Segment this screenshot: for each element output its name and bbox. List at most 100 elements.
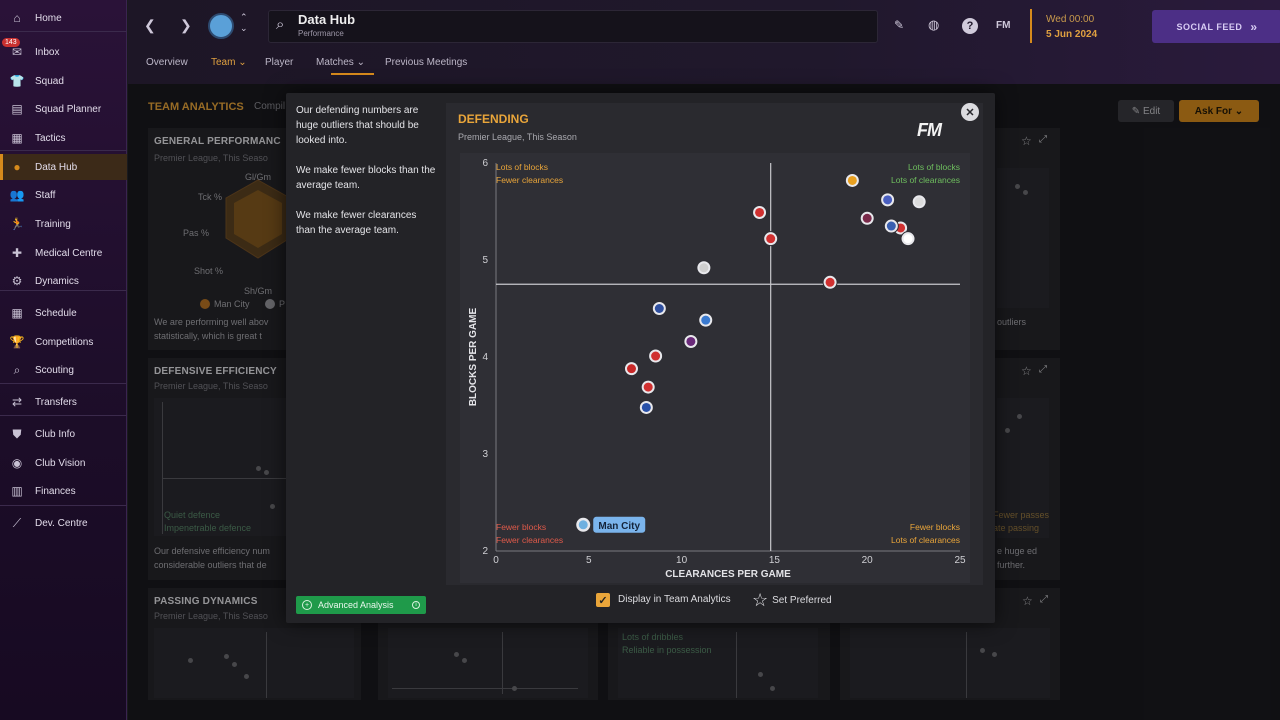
expand-icon[interactable]: ⤢ bbox=[1039, 364, 1047, 375]
info-icon[interactable]: i bbox=[412, 601, 420, 609]
club-crest-icon[interactable] bbox=[208, 13, 234, 39]
sidebar-item-label: Dev. Centre bbox=[35, 517, 88, 529]
passing-dynamics-panel[interactable]: PASSING DYNAMICS Premier League, This Se… bbox=[148, 588, 361, 700]
section-title: TEAM ANALYTICS bbox=[148, 101, 244, 113]
search-icon: ⌕ bbox=[276, 16, 285, 33]
staff-icon: 👥 bbox=[9, 188, 25, 202]
mini-point bbox=[1017, 414, 1022, 419]
training-icon: 🏃 bbox=[9, 217, 25, 231]
star-icon[interactable]: ☆ bbox=[1022, 594, 1033, 608]
mini-point bbox=[462, 658, 467, 663]
sidebar-item-transfers[interactable]: ⇄ Transfers bbox=[0, 389, 127, 415]
quadrant-label: Lots of clearances bbox=[891, 175, 960, 185]
sidebar-item-data-hub[interactable]: ● Data Hub bbox=[0, 154, 127, 180]
mini-point bbox=[264, 470, 269, 475]
sidebar-item-label: Data Hub bbox=[35, 161, 78, 173]
star-icon: ☆ bbox=[752, 590, 769, 610]
sidebar-item-tactics[interactable]: ▦ Tactics bbox=[0, 125, 127, 151]
sidebar-item-staff[interactable]: 👥 Staff bbox=[0, 182, 127, 208]
star-icon[interactable]: ☆ bbox=[1021, 364, 1032, 378]
sidebar-item-schedule[interactable]: ▦ Schedule bbox=[0, 300, 127, 326]
tab-overview[interactable]: Overview bbox=[146, 57, 188, 68]
display-checkbox[interactable]: ✓ bbox=[596, 593, 610, 607]
sidebar-item-label: Club Vision bbox=[35, 457, 86, 469]
insight-1: Our defending numbers are huge outliers … bbox=[296, 105, 419, 146]
sidebar-item-dev-centre[interactable]: ⟋ Dev. Centre bbox=[0, 510, 127, 536]
edit-button[interactable]: ✎ Edit bbox=[1118, 100, 1174, 122]
x-axis-label: CLEARANCES PER GAME bbox=[665, 569, 791, 580]
close-button[interactable]: ✕ bbox=[961, 103, 979, 121]
fm-logo: FM bbox=[917, 120, 942, 140]
ask-for-button[interactable]: Ask For ⌄ bbox=[1179, 100, 1259, 122]
tab-player[interactable]: Player bbox=[265, 57, 294, 68]
ask-for-label: Ask For bbox=[1194, 105, 1233, 117]
panel-subtitle: Premier League, This Seaso bbox=[154, 611, 268, 621]
bg-panel-right-2[interactable]: ☆ ⤢ Fewer passes ate passing e huge ed f… bbox=[993, 358, 1060, 580]
bg-panel-right-1[interactable]: ☆ ⤢ outliers bbox=[995, 128, 1060, 350]
sidebar-item-label: Transfers bbox=[35, 396, 77, 408]
sidebar-item-squad-planner[interactable]: ▤ Squad Planner bbox=[0, 96, 127, 122]
highlight-crest bbox=[578, 520, 588, 530]
sidebar-item-club-info[interactable]: ⛊ Club Info bbox=[0, 421, 127, 447]
sidebar-item-label: Scouting bbox=[35, 364, 74, 376]
chevron-up-down-icon[interactable]: ⌃ ⌄ bbox=[240, 12, 248, 33]
mini-axis bbox=[162, 478, 292, 479]
y-axis-label: BLOCKS PER GAME bbox=[468, 308, 479, 407]
finances-icon: ▥ bbox=[11, 484, 23, 498]
star-icon[interactable]: ☆ bbox=[1021, 134, 1032, 148]
tab-previous-meetings[interactable]: Previous Meetings bbox=[385, 57, 468, 68]
globe-icon[interactable]: ◍ bbox=[928, 17, 940, 32]
sidebar: ⌂ Home ✉ Inbox 👕 Squad ▤ Squad Planner ▦ Tactics ●… bbox=[0, 0, 127, 720]
sidebar-item-scouting[interactable]: ⌕ Scouting bbox=[0, 357, 127, 383]
expand-icon[interactable]: ⤢ bbox=[1040, 594, 1048, 605]
sidebar-item-dynamics[interactable]: ⚙ Dynamics bbox=[0, 268, 127, 294]
panel-text: Our defensive efficiency num considerabl… bbox=[154, 546, 270, 570]
pencil-icon[interactable]: ✎ bbox=[894, 18, 905, 32]
expand-icon[interactable]: ⤢ bbox=[1039, 134, 1047, 145]
sidebar-item-home[interactable]: ⌂ Home bbox=[0, 5, 127, 31]
advanced-analysis-button[interactable]: + Advanced Analysis i bbox=[296, 596, 426, 614]
sidebar-item-inbox[interactable]: ✉ Inbox bbox=[0, 39, 127, 65]
quadrant-label: Fewer blocks bbox=[910, 522, 960, 532]
x-tick-label: 20 bbox=[862, 555, 874, 566]
tab-team[interactable]: Team ⌄ bbox=[211, 57, 247, 68]
page-title: Data Hub bbox=[298, 12, 356, 27]
insight-2: We make fewer blocks than the average te… bbox=[296, 165, 436, 191]
set-preferred-button[interactable]: ☆ Set Preferred bbox=[752, 590, 832, 611]
sidebar-item-training[interactable]: 🏃 Training bbox=[0, 211, 127, 237]
sidebar-item-label: Training bbox=[35, 218, 71, 230]
social-feed-button[interactable]: SOCIAL FEED » bbox=[1152, 10, 1280, 43]
quadrant-label: Lots of blocks bbox=[496, 162, 548, 172]
back-icon[interactable]: ❮ bbox=[144, 17, 156, 33]
sidebar-item-medical-centre[interactable]: ✚ Medical Centre bbox=[0, 240, 127, 266]
mini-axis bbox=[266, 632, 267, 698]
sidebar-item-squad[interactable]: 👕 Squad bbox=[0, 68, 127, 94]
mini-axis bbox=[502, 632, 503, 694]
forward-icon[interactable]: ❯ bbox=[180, 17, 192, 33]
dynamics-icon: ⚙ bbox=[11, 274, 23, 288]
tab-matches[interactable]: Matches ⌄ bbox=[316, 57, 365, 68]
sidebar-item-club-vision[interactable]: ◉ Club Vision bbox=[0, 450, 127, 476]
sidebar-item-competitions[interactable]: 🏆 Competitions bbox=[0, 329, 127, 355]
fm-menu-button[interactable]: FM bbox=[996, 20, 1011, 31]
x-tick-label: 15 bbox=[769, 555, 781, 566]
mini-plot bbox=[997, 398, 1049, 538]
legend-other: P bbox=[279, 299, 286, 309]
mini-point bbox=[454, 652, 459, 657]
quadrant-label: Lots of blocks bbox=[908, 162, 960, 172]
mini-point bbox=[1015, 184, 1020, 189]
sidebar-item-label: Competitions bbox=[35, 336, 94, 348]
date-continue[interactable]: Wed 00:00 5 Jun 2024 bbox=[1030, 9, 1097, 43]
mini-point bbox=[232, 662, 237, 667]
search-box[interactable] bbox=[268, 10, 878, 43]
mini-plot bbox=[850, 628, 1050, 698]
sidebar-item-label: Finances bbox=[35, 485, 76, 497]
mini-point bbox=[224, 654, 229, 659]
panel-subtitle: Premier League, This Seaso bbox=[154, 153, 268, 163]
sidebar-divider bbox=[0, 31, 127, 32]
planner-icon: ▤ bbox=[11, 102, 23, 116]
chart-subtitle: Premier League, This Season bbox=[458, 132, 577, 142]
sidebar-item-finances[interactable]: ▥ Finances bbox=[0, 478, 127, 504]
panel-text: We are performing well abov statisticall… bbox=[154, 317, 269, 341]
help-icon[interactable]: ? bbox=[962, 18, 978, 34]
